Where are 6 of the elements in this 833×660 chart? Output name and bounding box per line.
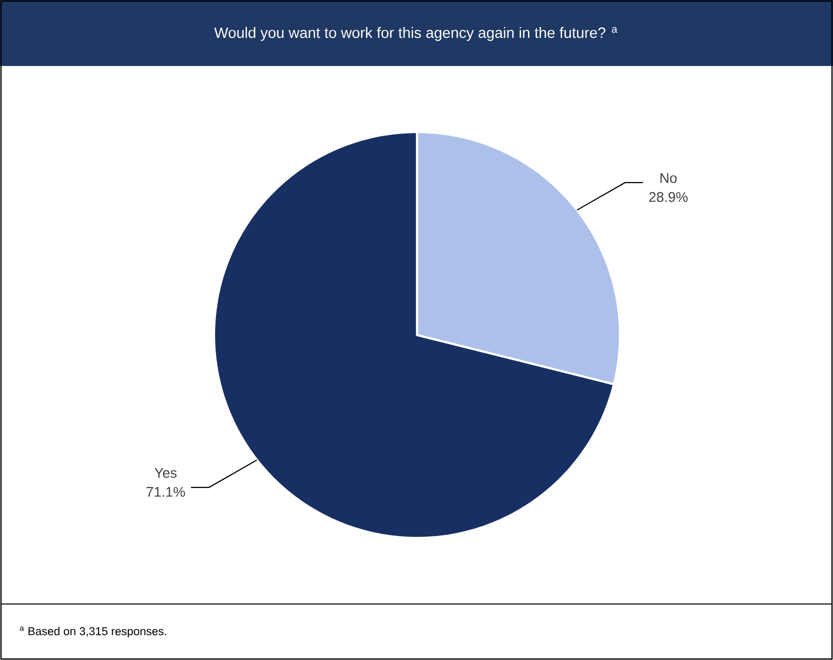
chart-title: Would you want to work for this agency again in the future? $^{a}$: [214, 27, 618, 41]
slice-label: Yes: [154, 468, 177, 478]
data-label: 71.1%: [146, 486, 185, 497]
data-label: 28.9%: [649, 192, 688, 202]
text: $^{a}$ Based on 3,315 responses.: [20, 626, 166, 638]
slice-label: No: [660, 173, 677, 184]
